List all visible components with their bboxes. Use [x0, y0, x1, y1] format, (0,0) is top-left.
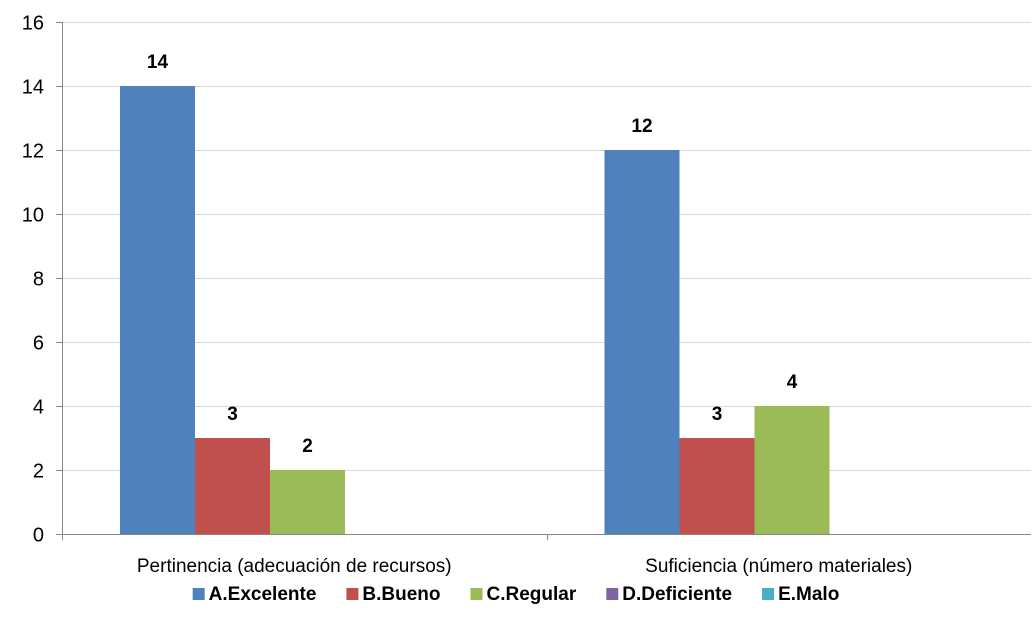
y-tick-label: 0 [33, 525, 44, 547]
legend-label: D.Deficiente [622, 584, 732, 605]
y-tick-label: 16 [22, 13, 44, 35]
y-tick-label: 10 [22, 205, 44, 227]
bar-c-regular [270, 470, 345, 534]
bar-b-bueno [195, 438, 270, 534]
bar-b-bueno [679, 438, 755, 534]
data-label: 2 [302, 436, 313, 457]
legend-label: E.Malo [778, 584, 839, 605]
y-tick-label: 2 [33, 461, 44, 483]
bar-c-regular [754, 406, 830, 534]
data-labels: 14 3 2 12 3 4 [147, 52, 798, 457]
legend-label: C.Regular [487, 584, 577, 605]
legend-swatch [606, 588, 619, 600]
legend-swatch [470, 588, 483, 600]
legend: A.Excelente B.Bueno C.Regular D.Deficiente E… [192, 584, 839, 605]
x-category-label: Suficiencia (número materiales) [645, 556, 912, 577]
legend-label: A.Excelente [209, 584, 317, 605]
y-tick-label: 14 [22, 77, 44, 99]
gridlines [62, 22, 1031, 471]
legend-swatch [762, 588, 775, 600]
y-tick-label: 12 [22, 141, 44, 163]
data-label: 3 [712, 404, 723, 425]
bar-a-excelente [120, 86, 195, 534]
y-tick-label: 4 [33, 397, 44, 419]
bars [120, 86, 830, 534]
data-label: 12 [631, 116, 652, 137]
x-category-label: Pertinencia (adecuación de recursos) [137, 556, 452, 577]
data-label: 4 [787, 372, 798, 393]
data-label: 14 [147, 52, 169, 73]
legend-swatch [346, 588, 359, 600]
data-label: 3 [227, 404, 238, 425]
y-tick-label: 6 [33, 333, 44, 355]
legend-swatch [192, 588, 205, 600]
bar-a-excelente [604, 150, 680, 534]
legend-label: B.Bueno [362, 584, 440, 605]
axes: 0 2 4 6 8 10 12 14 16 Pertinencia (adecuación de … [22, 13, 1031, 577]
y-tick-label: 8 [33, 269, 44, 291]
